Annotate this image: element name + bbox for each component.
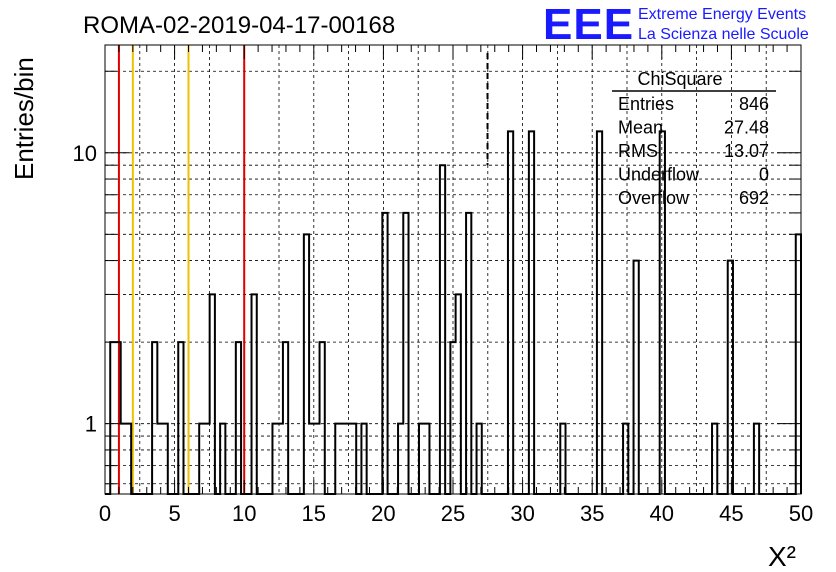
stats-value: 846 [739,94,769,114]
y-tick-label: 1 [85,412,97,437]
stats-label: Overflow [618,188,690,208]
x-tick-label: 0 [99,501,111,526]
x-axis-label: X² [768,541,796,572]
x-tick-label: 20 [371,501,395,526]
axis-ticks [104,45,802,494]
stats-box: ChiSquare Entries 846 Mean 27.48 RMS 13.07 Und… [612,69,776,208]
logo-eee: EEE [543,0,634,49]
stats-label: Entries [618,94,674,114]
x-tick-label: 45 [719,501,743,526]
x-tick-label: 30 [510,501,534,526]
x-tick-label: 25 [441,501,465,526]
stats-value: 13.07 [724,141,769,161]
x-tick-label: 15 [302,501,326,526]
y-tick-label: 10 [73,141,97,166]
logo-line-1: Extreme Energy Events [638,6,806,23]
stats-value: 692 [739,188,769,208]
stats-label: Mean [618,118,663,138]
stats-title: ChiSquare [637,69,722,89]
x-tick-label: 35 [580,501,604,526]
x-tick-label: 50 [789,501,813,526]
stats-label: RMS [618,141,658,161]
y-axis-label: Entries/bin [9,57,39,180]
stats-value: 27.48 [724,118,769,138]
stats-value: 0 [759,165,769,185]
grid-lines [104,45,802,494]
logo-line-2: La Scienza nelle Scuole [638,26,809,43]
x-tick-label: 5 [168,501,180,526]
tick-labels: 0 5 10 15 20 25 30 35 40 45 50 1 10 [73,141,814,526]
x-tick-label: 10 [232,501,256,526]
x-tick-label: 40 [650,501,674,526]
reference-lines [117,45,489,494]
run-title: ROMA-02-2019-04-17-00168 [83,12,395,39]
stats-label: Underflow [618,165,700,185]
